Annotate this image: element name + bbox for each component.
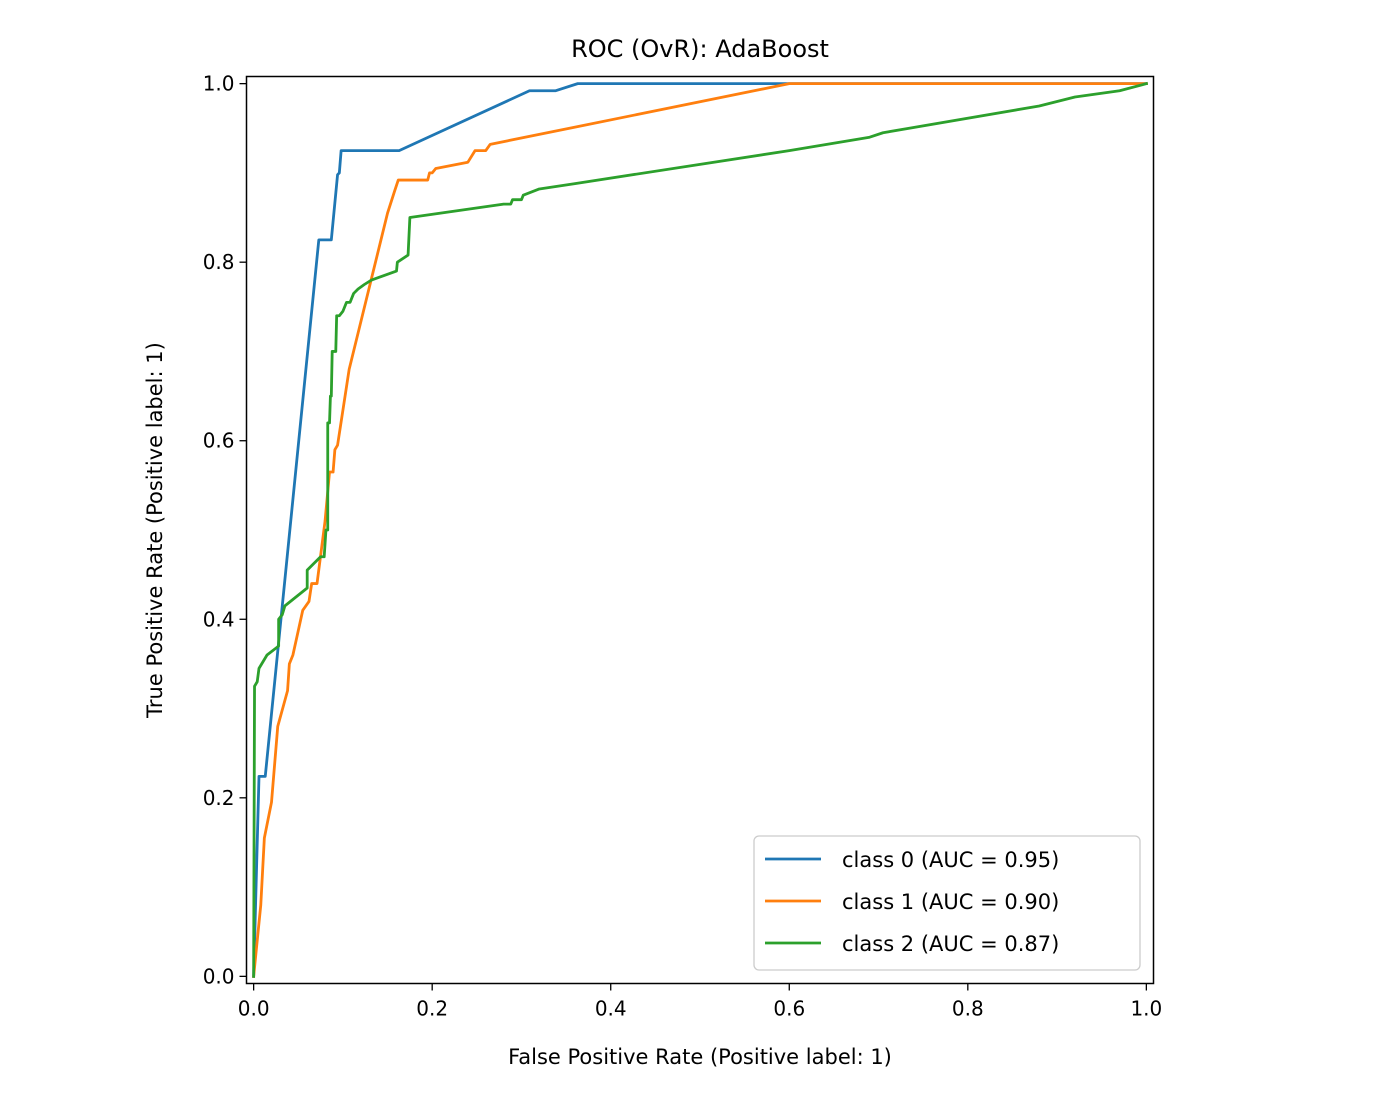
legend: class 0 (AUC = 0.95) class 1 (AUC = 0.90)… (753, 835, 1141, 971)
x-axis-label: False Positive Rate (Positive label: 1) (508, 1045, 892, 1069)
legend-box (753, 835, 1141, 971)
x-tick-label: 0.6 (773, 997, 805, 1021)
chart-title: ROC (OvR): AdaBoost (571, 35, 829, 63)
x-tick-label: 0.2 (416, 997, 448, 1021)
x-tick-label: 0.0 (238, 997, 270, 1021)
axes-frame (245, 75, 1155, 985)
y-tick-label: 0.0 (203, 964, 235, 988)
legend-label-class-2: class 2 (AUC = 0.87) (842, 932, 1059, 956)
series-line-class-2 (252, 81, 1149, 978)
y-axis: 0.0 0.2 0.4 0.6 0.8 1.0 (203, 72, 247, 988)
y-tick-label: 1.0 (203, 72, 235, 96)
x-tick-label: 0.4 (595, 997, 627, 1021)
legend-items: class 0 (AUC = 0.95) class 1 (AUC = 0.90)… (765, 848, 1059, 956)
series-line-class-1 (252, 82, 1148, 978)
legend-label-class-1: class 1 (AUC = 0.90) (842, 890, 1059, 914)
y-tick-label: 0.2 (203, 786, 235, 810)
y-axis-label: True Positive Rate (Positive label: 1) (143, 342, 167, 719)
plot-area (252, 81, 1149, 978)
x-tick-label: 0.8 (952, 997, 984, 1021)
series-line-class-0 (252, 82, 1148, 978)
x-tick-label: 1.0 (1130, 997, 1162, 1021)
x-axis: 0.0 0.2 0.4 0.6 0.8 1.0 (238, 983, 1162, 1021)
y-tick-label: 0.6 (203, 429, 235, 453)
y-tick-label: 0.4 (203, 607, 235, 631)
y-tick-label: 0.8 (203, 250, 235, 274)
legend-label-class-0: class 0 (AUC = 0.95) (842, 848, 1059, 872)
